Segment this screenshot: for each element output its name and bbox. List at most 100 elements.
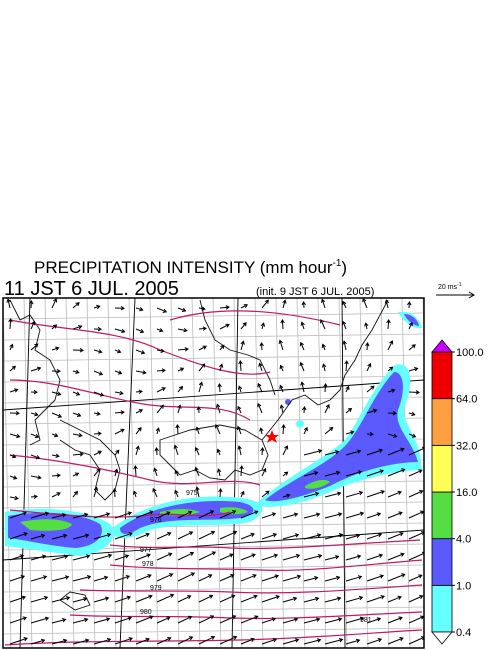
wind-arrow [366, 574, 385, 582]
wind-arrow [219, 635, 238, 645]
wind-arrow [72, 638, 90, 645]
meridian [231, 298, 239, 648]
wind-arrow [240, 490, 245, 498]
wind-arrow [72, 324, 83, 330]
wind-arrow [30, 494, 38, 499]
wind-arrow [303, 596, 320, 603]
wind-arrow [93, 512, 111, 519]
vector-ref-text: 20 ms [438, 284, 458, 291]
wind-arrow [93, 532, 112, 540]
wind-arrow [177, 595, 192, 603]
wind-arrow [177, 531, 194, 540]
wind-arrow [9, 454, 17, 459]
wind-arrow [387, 340, 394, 351]
wind-arrow [8, 318, 13, 330]
wind-arrow [114, 511, 133, 519]
vector-ref-label: 20 ms-1 [438, 282, 462, 291]
wind-arrow [303, 554, 323, 561]
grid-line [3, 627, 424, 635]
grid-line [233, 298, 243, 648]
wind-arrow [152, 487, 158, 498]
wind-arrow [135, 307, 144, 312]
wind-arrow [282, 512, 299, 519]
wind-arrow [153, 467, 158, 477]
wind-arrow [260, 447, 265, 456]
wind-arrow [299, 341, 305, 351]
grid-line [107, 298, 117, 648]
wind-arrow [303, 638, 322, 645]
wind-arrow [364, 322, 369, 330]
wind-arrow [51, 638, 68, 645]
wind-arrow [198, 306, 206, 311]
wind-arrow [135, 594, 153, 603]
wind-arrow [51, 433, 59, 438]
wind-arrow [72, 433, 83, 438]
wind-arrow [345, 430, 355, 435]
wind-arrow [72, 302, 80, 309]
title-close: ) [341, 258, 347, 277]
wind-arrow [156, 552, 173, 561]
wind-arrow [72, 369, 80, 375]
wind-arrow [72, 554, 91, 561]
wind-arrow [93, 596, 110, 603]
wind-arrow [324, 638, 344, 645]
wind-arrow [366, 595, 385, 603]
meridian [119, 298, 136, 648]
wind-arrow [344, 360, 349, 372]
wind-arrow [198, 510, 215, 519]
wind-arrow [114, 449, 120, 456]
grid-line [212, 298, 222, 648]
wind-arrow [30, 533, 46, 540]
grid-line [191, 298, 201, 648]
wind-arrow [156, 636, 172, 645]
colorbar-label: 1.0 [456, 580, 471, 592]
wind-arrow [282, 638, 300, 645]
wind-arrow [345, 533, 361, 540]
wind-arrow [282, 299, 287, 309]
title-main: PRECIPITATION INTENSITY (mm hour [34, 258, 333, 277]
wind-arrow [9, 433, 21, 439]
contour-label: 979 [150, 585, 162, 592]
wind-arrow [345, 449, 362, 456]
wind-arrow [51, 575, 70, 582]
wind-arrow [282, 574, 302, 582]
wind-arrow [261, 553, 279, 561]
wind-arrow [9, 388, 19, 393]
wind-arrow [135, 532, 150, 540]
wind-arrow [198, 363, 206, 372]
wind-arrow [237, 445, 242, 456]
precip-area [305, 479, 330, 489]
wind-arrow [408, 510, 424, 519]
wind-arrow [198, 551, 217, 561]
wind-arrow [198, 530, 216, 540]
wind-arrow [72, 490, 79, 498]
wind-arrow [408, 574, 423, 582]
wind-arrow [303, 491, 320, 498]
wind-arrow [303, 533, 322, 540]
contour-label: 975 [186, 490, 198, 497]
wind-arrow [387, 468, 406, 477]
wind-arrow [72, 533, 90, 540]
wind-arrow [114, 328, 126, 334]
wind-arrow [257, 402, 263, 414]
wind-arrow [345, 638, 361, 645]
wind-arrow [215, 403, 221, 414]
wind-arrow [387, 490, 402, 498]
wind-arrow [51, 453, 60, 459]
wind-arrow [219, 530, 238, 540]
wind-arrow [365, 342, 370, 351]
wind-arrow [301, 301, 307, 309]
wind-arrow [237, 405, 242, 414]
wind-arrow [219, 615, 237, 624]
wind-arrow [366, 469, 385, 477]
wind-arrow [366, 362, 372, 372]
wind-arrow [240, 594, 258, 603]
wind-arrow [72, 348, 84, 353]
wind-arrow [261, 490, 270, 498]
colorbar-label: 32.0 [456, 440, 477, 452]
wind-arrow [387, 532, 404, 540]
wind-arrow [345, 385, 350, 393]
wind-arrow [219, 363, 224, 372]
wind-arrow [72, 617, 89, 624]
wind-arrow [156, 387, 166, 393]
